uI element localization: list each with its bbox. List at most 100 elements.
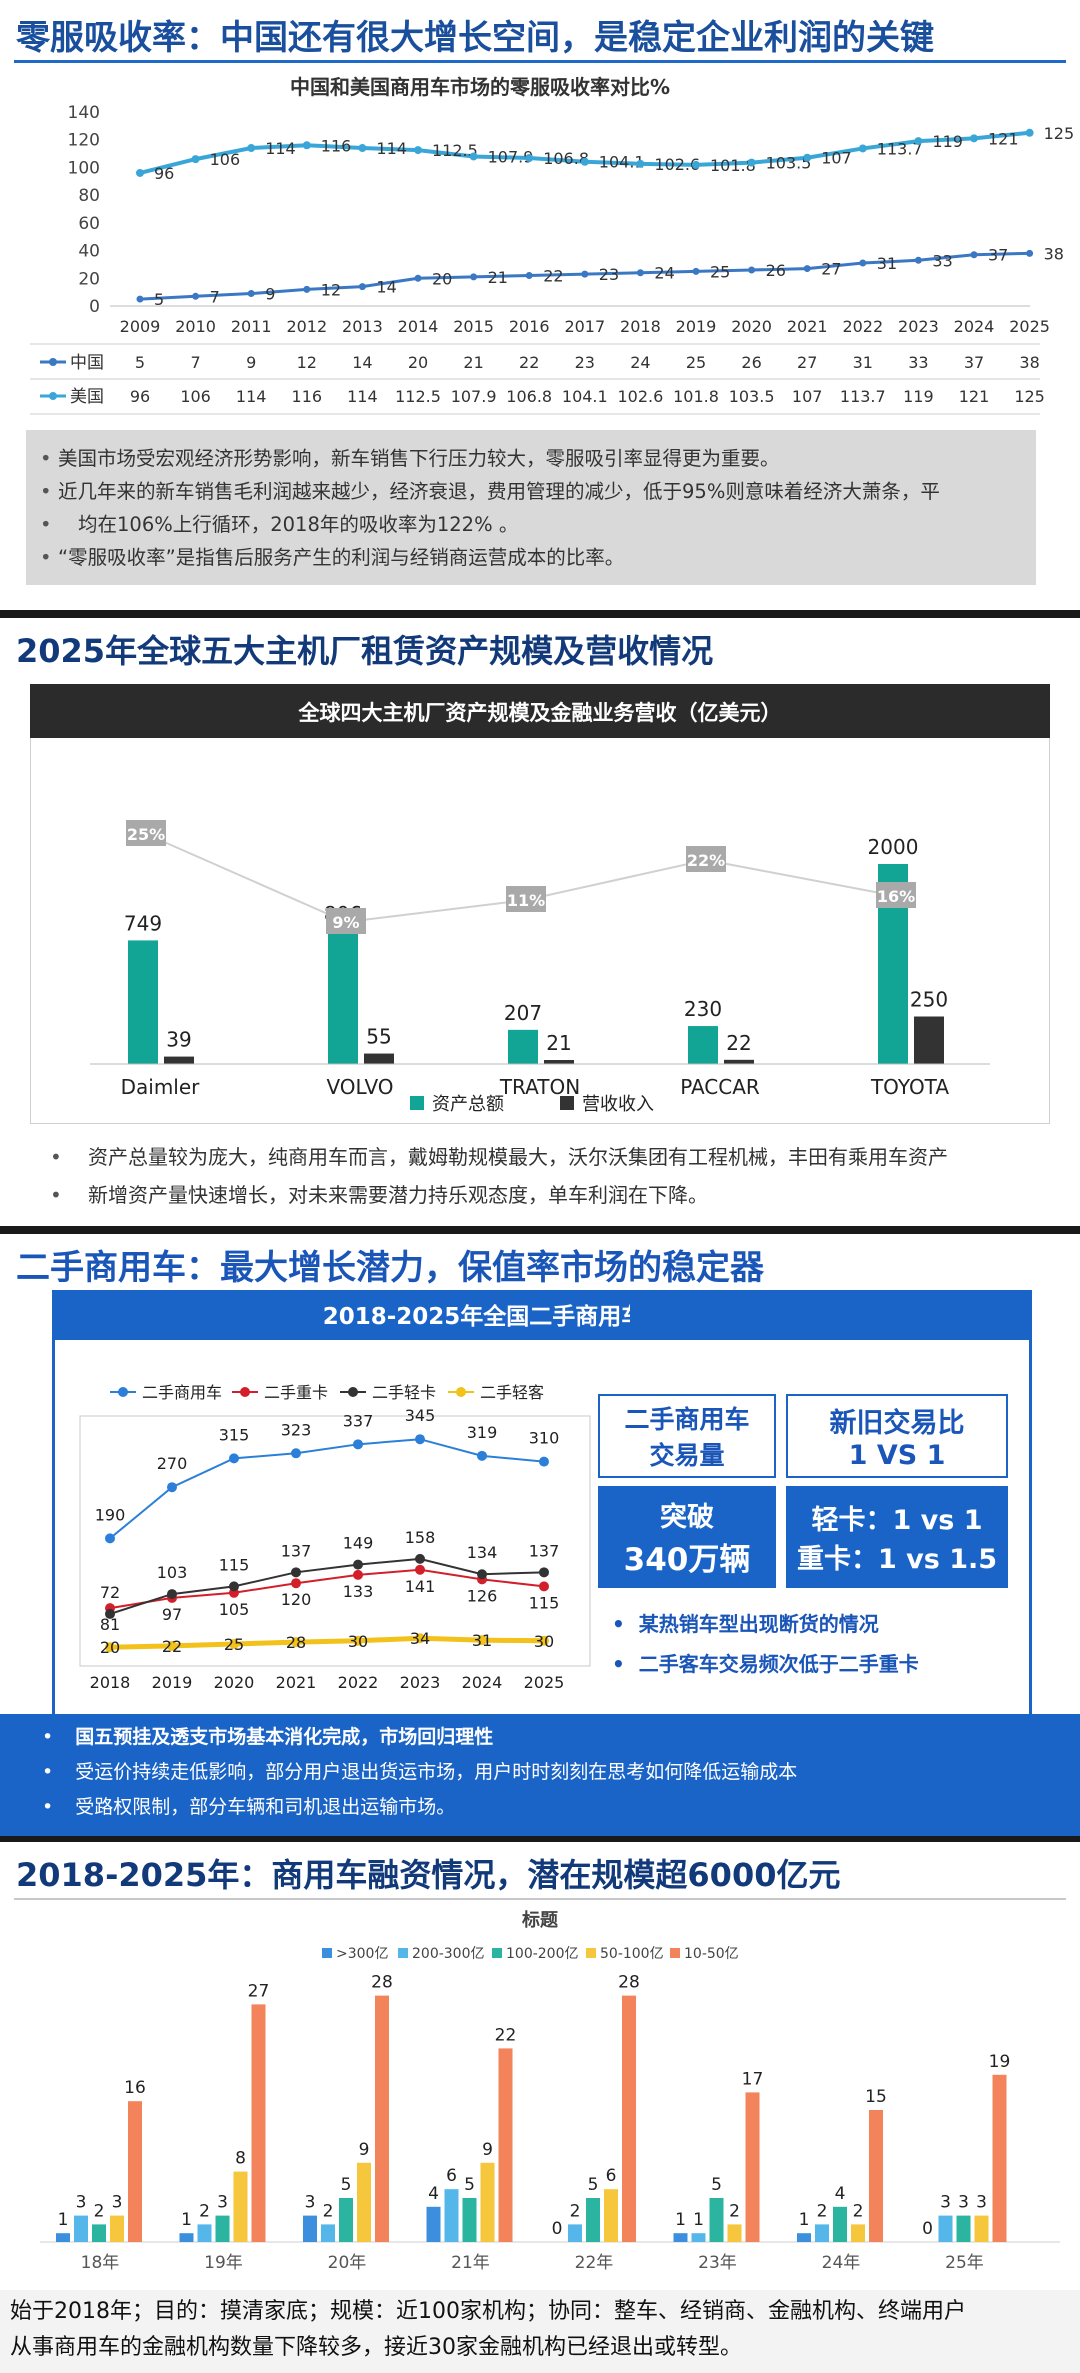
chart4-bar xyxy=(568,2224,582,2242)
chart3-point xyxy=(167,1589,177,1600)
chart4-bar xyxy=(833,2206,847,2242)
chart4-value-label: 6 xyxy=(606,2166,617,2186)
chart1-point xyxy=(636,269,644,277)
chart2-category: VOLVO xyxy=(326,1075,393,1099)
box-breakthrough: 突破 340万辆 xyxy=(598,1486,776,1588)
panel-absorption-rate: 零服吸收率：中国还有很大增长空间，是稳定企业利润的关键 中国和美国商用车市场的零… xyxy=(0,0,1080,610)
panel1-note-4: “零服吸收率”是指售后服务产生的利润与经销商运营成本的比率。 xyxy=(40,541,996,574)
chart1-table-cell: 101.8 xyxy=(673,387,719,406)
chart4-value-label: 2 xyxy=(853,2201,864,2221)
chart4-legend-label: 100-200亿 xyxy=(506,1946,579,1962)
chart2-bar-revenue xyxy=(724,1059,754,1064)
chart2-ratio-label: 16% xyxy=(877,887,915,906)
chart2-title: 全球四大主机厂资产规模及金融业务营收（亿美元） xyxy=(298,701,782,725)
chart1-data-label: 107 xyxy=(821,149,852,168)
chart1-point xyxy=(525,272,533,280)
chart1-table-cell: 125 xyxy=(1014,387,1045,406)
chart3-legend-label: 二手轻客 xyxy=(480,1383,544,1402)
chart1-data-label: 121 xyxy=(988,129,1019,148)
chart1-point xyxy=(636,159,645,168)
chart1-point xyxy=(692,267,700,275)
box1-line1: 二手商用车 xyxy=(624,1405,750,1434)
chart3-data-label: 120 xyxy=(281,1590,312,1609)
chart4-bar xyxy=(974,2215,989,2242)
chart2-category: TOYOTA xyxy=(870,1075,949,1099)
panel3-note-3: • 受路权限制，部分车辆和司机退出运输市场。 xyxy=(42,1796,456,1818)
panel3-heading: 二手商用车：最大增长潜力，保值率市场的稳定器 xyxy=(16,1248,764,1288)
chart3-legend-label: 二手轻卡 xyxy=(372,1383,436,1402)
chart1-xtick: 2024 xyxy=(954,317,995,336)
panel3-bullet-1: • 某热销车型出现断货的情况 xyxy=(612,1612,879,1636)
chart3-xtick: 2019 xyxy=(152,1673,193,1690)
chart1-table-cell: 31 xyxy=(853,353,873,372)
chart3-point xyxy=(477,1450,487,1461)
chart2-ratio-badge xyxy=(506,886,546,912)
box1-line2: 交易量 xyxy=(649,1441,725,1470)
chart1-table-cell: 20 xyxy=(408,353,428,372)
chart1-table-cell: 27 xyxy=(797,353,817,372)
chart3-point xyxy=(539,1581,549,1592)
chart4-value-label: 9 xyxy=(482,2140,493,2160)
chart4-value-label: 27 xyxy=(248,1981,270,2001)
panel1-rule xyxy=(14,60,1066,63)
chart1-data-label: 107.9 xyxy=(488,147,534,166)
chart4-value-label: 1 xyxy=(799,2210,810,2230)
panel4-footer-1: 始于2018年；目的：摸清家底；规模：近100家机构；协同：整车、经销商、金融机… xyxy=(10,2299,966,2324)
chart2-legend-revenue: 营收收入 xyxy=(582,1094,654,1115)
chart3-line xyxy=(109,1568,545,1610)
chart3-data-label: 126 xyxy=(467,1586,498,1605)
chart1-data-label: 22 xyxy=(543,267,563,286)
chart1-point xyxy=(1025,128,1034,137)
chart1-table-cell: 116 xyxy=(292,387,323,406)
chart4-bar xyxy=(128,2101,142,2242)
chart2-ratio-label: 9% xyxy=(332,913,359,932)
chart2-bar-asset xyxy=(128,940,158,1064)
chart3-point xyxy=(415,1553,425,1564)
chart4-value-label: 5 xyxy=(341,2175,352,2195)
chart1-point xyxy=(1026,249,1034,257)
chart3-xtick: 2022 xyxy=(338,1673,379,1690)
chart3-point xyxy=(415,1633,425,1644)
chart4-category: 22年 xyxy=(575,2253,614,2273)
chart4-category: 20年 xyxy=(328,2253,367,2273)
chart4-bar xyxy=(851,2224,865,2242)
chart1-table-cell: 22 xyxy=(519,353,539,372)
chart2-ratio-badge xyxy=(326,908,366,934)
chart3-legend-label: 二手重卡 xyxy=(264,1383,328,1402)
panel2-heading: 2025年全球五大主机厂租赁资产规模及营收情况 xyxy=(16,632,714,670)
chart1-point xyxy=(803,153,812,162)
chart4-bar xyxy=(321,2224,335,2242)
chart1-data-label: 106 xyxy=(210,150,241,169)
chart4-bar xyxy=(462,2198,477,2242)
chart3-xtick: 2020 xyxy=(214,1673,255,1690)
chart4-legend-swatch xyxy=(398,1948,408,1958)
chart2-value-asset: 2000 xyxy=(868,835,919,859)
chart2-bar-asset xyxy=(508,1029,538,1064)
chart2-bar-revenue xyxy=(914,1016,944,1064)
chart4-value-label: 5 xyxy=(464,2175,475,2195)
chart3-data-label: 310 xyxy=(529,1429,560,1448)
chart3-point xyxy=(415,1434,425,1445)
chart2-bar-revenue xyxy=(164,1056,194,1064)
chart4-bar xyxy=(215,2215,230,2242)
used-vehicle-chart: 2018-2025年全国二手商用车销量趋势（单位：万辆） 二手商用车 二手重卡 二手轻… xyxy=(79,1303,630,1690)
chart1-xtick: 2017 xyxy=(564,317,605,336)
chart1-data-label: 119 xyxy=(932,132,963,151)
chart4-value-label: 17 xyxy=(742,2069,764,2089)
chart1-table-cell: 119 xyxy=(903,387,934,406)
panel-used-vehicles: 二手商用车：最大增长潜力，保值率市场的稳定器 2018-2025年全国二手商用车… xyxy=(0,1234,1080,1836)
chart1-ytick: 20 xyxy=(78,269,100,289)
chart3-line xyxy=(109,1635,545,1650)
panel3-bullets: • 某热销车型出现断货的情况 • 二手客车交易频次低于二手重卡 xyxy=(612,1604,919,1684)
chart4-category: 18年 xyxy=(81,2253,120,2273)
chart4-value-label: 1 xyxy=(675,2210,686,2230)
chart4-value-label: 3 xyxy=(940,2193,951,2213)
chart1-point xyxy=(247,144,256,153)
chart1-data-label: 9 xyxy=(265,285,275,304)
chart1-data-label: 101.8 xyxy=(710,156,756,175)
chart1-table-cell: 9 xyxy=(246,353,256,372)
chart1-table-cell: 25 xyxy=(686,353,706,372)
chart1-legend-label: 美国 xyxy=(70,387,104,407)
chart4-value-label: 19 xyxy=(989,2052,1011,2072)
chart4-bar xyxy=(339,2198,353,2242)
